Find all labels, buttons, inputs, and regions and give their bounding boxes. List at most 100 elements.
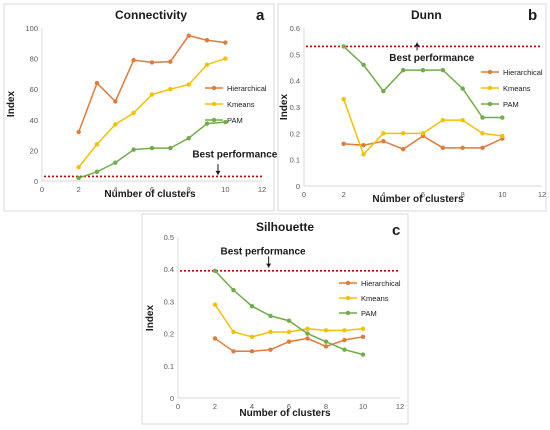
x-tick-label: 4 xyxy=(250,402,254,411)
data-point-kmeans xyxy=(323,328,329,333)
legend-swatch-marker xyxy=(487,85,493,91)
y-tick-label: 0 xyxy=(170,394,174,403)
x-axis-title: Number of clusters xyxy=(104,189,196,200)
panel-letter: a xyxy=(256,7,265,24)
data-point-pam xyxy=(440,67,446,73)
data-point-hierarchical xyxy=(460,145,465,151)
data-point-hierarchical xyxy=(76,129,81,135)
x-tick-label: 0 xyxy=(40,185,44,194)
data-point-kmeans xyxy=(381,131,386,136)
data-point-hierarchical xyxy=(381,139,386,144)
y-tick-label: 100 xyxy=(25,24,38,33)
y-axis-title: Index xyxy=(279,94,290,121)
data-point-pam xyxy=(113,160,118,165)
data-point-pam xyxy=(360,352,366,357)
legend-label: Kmeans xyxy=(227,100,255,109)
x-axis-title: Number of clusters xyxy=(372,194,464,205)
data-point-kmeans xyxy=(131,110,136,116)
data-point-kmeans xyxy=(500,133,505,139)
data-point-kmeans xyxy=(212,302,218,307)
chart-panel-b: 0 2 4 6 8 10 12 0 0.1 0.2 0.3 0.4 0.5 0.6 Dunn b Number … xyxy=(277,3,547,212)
y-tick-label: 0 xyxy=(34,177,38,186)
data-point-hierarchical xyxy=(131,57,136,63)
data-point-kmeans xyxy=(168,87,173,92)
data-point-pam xyxy=(381,89,386,94)
data-point-kmeans xyxy=(223,56,228,61)
panel-letter: c xyxy=(392,222,400,239)
data-point-hierarchical xyxy=(305,336,310,341)
x-tick-label: 4 xyxy=(113,185,117,194)
legend-label: PAM xyxy=(503,100,519,109)
data-point-pam xyxy=(131,147,136,152)
best-performance-label: Best performance xyxy=(192,149,277,160)
data-point-pam xyxy=(500,115,505,120)
legend-label: PAM xyxy=(227,116,243,125)
data-point-hierarchical xyxy=(231,349,236,354)
y-axis-title: Index xyxy=(6,91,17,118)
chart-title: Connectivity xyxy=(115,8,187,22)
data-point-hierarchical xyxy=(286,339,292,344)
data-point-hierarchical xyxy=(440,145,446,151)
data-point-kmeans xyxy=(149,92,155,97)
annotation-arrow-head xyxy=(215,170,221,175)
data-point-hierarchical xyxy=(400,146,406,152)
y-tick-label: 0.3 xyxy=(290,103,300,112)
chart-panel-a: 0 2 4 6 8 10 12 0 20 40 60 80 100 Connectivity a Number… xyxy=(3,3,278,212)
x-tick-label: 4 xyxy=(381,190,385,199)
legend-swatch-marker xyxy=(345,295,351,301)
data-point-pam xyxy=(212,268,218,274)
x-tick-label: 2 xyxy=(342,190,346,199)
data-point-pam xyxy=(168,145,173,151)
y-tick-label: 0.2 xyxy=(164,330,174,339)
legend-swatch-marker xyxy=(345,280,351,286)
data-point-kmeans xyxy=(186,82,191,87)
y-tick-label: 0.1 xyxy=(164,362,174,371)
data-point-pam xyxy=(76,175,81,181)
data-point-kmeans xyxy=(231,329,236,335)
legend-swatch-marker xyxy=(487,101,493,107)
data-point-kmeans xyxy=(460,117,465,123)
x-tick-label: 10 xyxy=(498,190,506,199)
y-tick-label: 0.1 xyxy=(290,156,300,165)
data-point-pam xyxy=(204,121,210,126)
y-tick-label: 0.2 xyxy=(290,129,300,138)
data-point-kmeans xyxy=(76,165,81,170)
x-tick-label: 6 xyxy=(287,402,291,411)
x-tick-label: 8 xyxy=(187,185,191,194)
data-point-kmeans xyxy=(249,334,255,340)
y-axis-title: Index xyxy=(145,305,156,332)
data-point-hierarchical xyxy=(341,141,346,147)
data-point-pam xyxy=(323,339,329,344)
data-point-hierarchical xyxy=(361,142,366,148)
legend-swatch-marker xyxy=(211,85,217,91)
x-tick-label: 6 xyxy=(421,190,425,199)
y-tick-label: 40 xyxy=(30,116,38,125)
data-point-kmeans xyxy=(400,131,406,136)
data-point-pam xyxy=(231,287,236,293)
data-point-hierarchical xyxy=(480,145,485,151)
data-point-hierarchical xyxy=(323,344,329,349)
data-point-hierarchical xyxy=(249,349,255,354)
data-point-pam xyxy=(341,44,346,49)
legend-label: Hierarchical xyxy=(503,68,543,77)
x-tick-label: 12 xyxy=(538,190,546,199)
data-point-kmeans xyxy=(94,142,100,147)
data-point-kmeans xyxy=(286,329,292,335)
data-point-pam xyxy=(268,313,273,319)
data-point-hierarchical xyxy=(223,40,228,45)
data-point-kmeans xyxy=(341,96,346,102)
legend-swatch-marker xyxy=(345,310,351,316)
legend-label: PAM xyxy=(361,309,377,318)
legend-swatch-marker xyxy=(211,117,217,123)
data-point-kmeans xyxy=(305,326,310,331)
legend-swatch-marker xyxy=(487,69,493,75)
x-axis-title: Number of clusters xyxy=(239,408,331,419)
annotation-arrow-head xyxy=(266,263,272,268)
x-tick-label: 8 xyxy=(461,190,465,199)
data-point-kmeans xyxy=(440,117,446,123)
data-point-hierarchical xyxy=(342,337,347,343)
data-point-hierarchical xyxy=(113,99,118,104)
data-point-pam xyxy=(94,169,100,175)
x-tick-label: 6 xyxy=(150,185,154,194)
